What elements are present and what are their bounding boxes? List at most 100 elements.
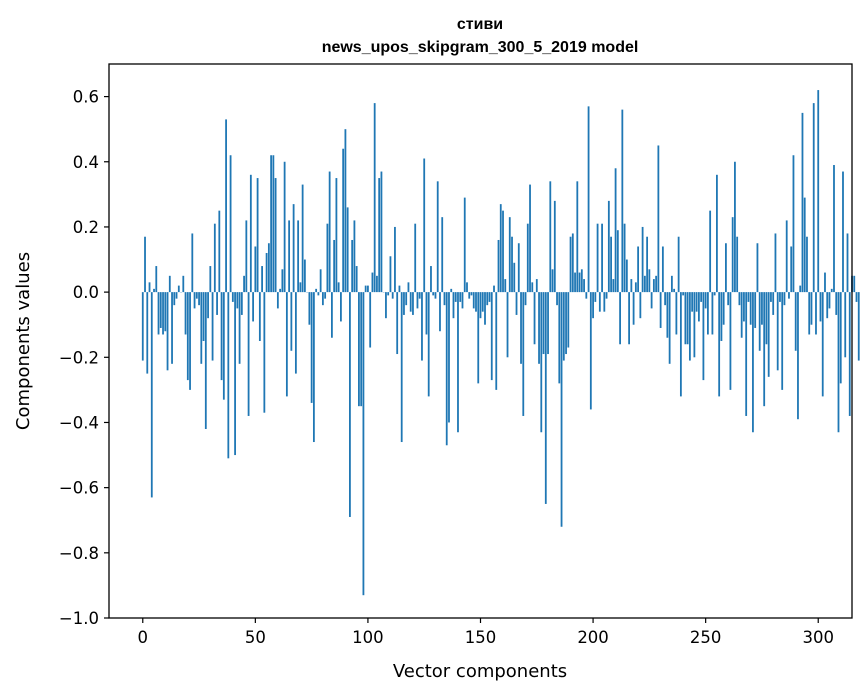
bar bbox=[589, 292, 592, 410]
bar bbox=[605, 292, 608, 299]
bar bbox=[835, 292, 838, 315]
bar bbox=[245, 220, 248, 293]
bar bbox=[285, 292, 288, 397]
bar bbox=[333, 239, 336, 293]
y-tick-label: −0.6 bbox=[59, 479, 99, 498]
bar bbox=[173, 292, 176, 306]
bar bbox=[506, 292, 509, 358]
bar bbox=[218, 210, 221, 293]
bar bbox=[238, 292, 241, 364]
bar bbox=[292, 204, 295, 293]
bar bbox=[407, 282, 410, 293]
bar bbox=[639, 292, 642, 319]
bar bbox=[693, 292, 696, 358]
bar bbox=[596, 223, 599, 293]
x-tick-label: 250 bbox=[690, 628, 722, 647]
bar bbox=[580, 269, 583, 293]
bar bbox=[684, 292, 687, 345]
bar bbox=[540, 292, 543, 433]
bar bbox=[797, 292, 799, 420]
bar bbox=[227, 292, 230, 459]
bar bbox=[466, 282, 468, 293]
bar bbox=[792, 155, 795, 293]
bar bbox=[707, 292, 709, 335]
bar bbox=[265, 253, 268, 293]
bar bbox=[727, 292, 730, 306]
bar bbox=[839, 292, 842, 384]
bar bbox=[403, 292, 405, 315]
bar bbox=[794, 292, 797, 351]
x-tick-label: 200 bbox=[577, 628, 609, 647]
bar bbox=[736, 236, 739, 293]
bar bbox=[209, 266, 212, 293]
bar bbox=[666, 292, 669, 338]
bar bbox=[166, 292, 169, 371]
bar bbox=[358, 292, 360, 407]
bar bbox=[790, 246, 793, 293]
plot-frame bbox=[108, 63, 853, 619]
bar bbox=[337, 282, 340, 293]
bar bbox=[770, 292, 772, 302]
y-tick-label: 0.6 bbox=[73, 88, 99, 107]
bar bbox=[603, 292, 606, 312]
bar bbox=[698, 292, 700, 322]
bar bbox=[162, 292, 164, 335]
bar bbox=[842, 171, 844, 293]
bar bbox=[319, 269, 322, 293]
bars-group bbox=[141, 90, 860, 596]
bar bbox=[587, 106, 590, 293]
bar bbox=[614, 168, 617, 293]
bar bbox=[486, 292, 489, 306]
bar bbox=[776, 292, 779, 371]
bar bbox=[594, 292, 597, 302]
bar bbox=[513, 262, 516, 293]
bar bbox=[171, 292, 173, 364]
bar bbox=[290, 292, 293, 351]
bar bbox=[583, 279, 585, 293]
chart-title: стиви bbox=[457, 16, 503, 33]
bar bbox=[247, 292, 250, 416]
bar bbox=[418, 292, 421, 299]
bar bbox=[153, 288, 155, 293]
bar bbox=[362, 292, 365, 596]
bar bbox=[443, 292, 446, 306]
bar bbox=[722, 292, 725, 325]
bar bbox=[745, 292, 748, 416]
bar bbox=[517, 243, 520, 293]
bar bbox=[578, 272, 581, 293]
bar bbox=[743, 292, 745, 322]
bar bbox=[249, 174, 252, 293]
bar bbox=[281, 269, 284, 293]
bar bbox=[761, 292, 763, 325]
bar bbox=[261, 266, 263, 293]
bar bbox=[378, 178, 381, 293]
bar bbox=[556, 292, 558, 306]
x-axis-label: Vector components bbox=[393, 661, 567, 682]
bar bbox=[632, 292, 635, 325]
bar bbox=[824, 272, 826, 293]
bar bbox=[481, 292, 484, 312]
bar bbox=[342, 148, 345, 293]
bar bbox=[664, 292, 667, 306]
bar bbox=[216, 292, 218, 315]
bar bbox=[225, 119, 227, 293]
bar bbox=[236, 292, 239, 309]
bar bbox=[495, 292, 498, 390]
bar bbox=[254, 246, 257, 293]
bar bbox=[812, 103, 815, 293]
bar bbox=[398, 285, 401, 293]
bar bbox=[189, 292, 191, 390]
bar bbox=[574, 272, 576, 293]
bar bbox=[650, 292, 653, 309]
bar bbox=[781, 292, 784, 390]
bar bbox=[668, 292, 671, 364]
bar bbox=[709, 210, 712, 293]
bar bbox=[612, 279, 615, 293]
bar bbox=[272, 155, 275, 293]
bar bbox=[628, 292, 630, 345]
bar bbox=[380, 171, 383, 293]
bar bbox=[200, 292, 203, 364]
bar bbox=[569, 236, 572, 293]
bar bbox=[493, 285, 495, 293]
bar bbox=[826, 292, 829, 319]
